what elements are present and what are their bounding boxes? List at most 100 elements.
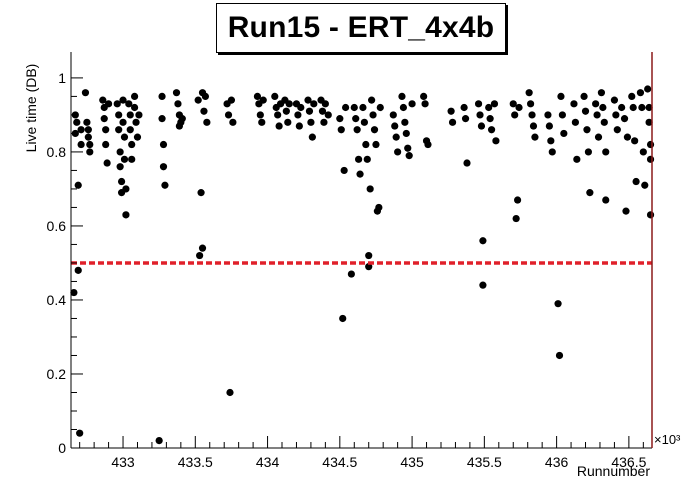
data-point xyxy=(613,126,621,134)
data-point xyxy=(623,133,632,141)
data-point xyxy=(200,107,208,115)
data-point xyxy=(126,111,134,119)
data-point xyxy=(122,211,130,219)
data-point xyxy=(548,148,556,156)
chart-title-box: Run15 - ERT_4x4b xyxy=(216,3,506,53)
data-point xyxy=(545,122,553,130)
data-point xyxy=(555,351,564,360)
data-point xyxy=(391,122,399,130)
data-point xyxy=(557,92,565,101)
data-point xyxy=(336,115,344,123)
data-point xyxy=(597,89,606,97)
data-point xyxy=(99,96,107,104)
x-tick-label: 436 xyxy=(545,454,569,470)
data-point xyxy=(321,100,329,108)
data-point xyxy=(599,103,607,112)
data-point xyxy=(340,166,348,175)
data-point xyxy=(297,103,305,112)
data-point xyxy=(558,111,566,119)
data-point xyxy=(103,159,111,167)
data-point xyxy=(476,111,484,119)
data-point xyxy=(83,118,91,126)
data-point xyxy=(592,100,600,108)
data-point xyxy=(229,118,237,126)
data-point xyxy=(405,152,413,160)
y-tick-label: 0.4 xyxy=(47,292,67,308)
data-point xyxy=(490,100,499,108)
data-point xyxy=(74,181,82,189)
data-point xyxy=(226,388,234,397)
data-point xyxy=(375,203,383,212)
data-point xyxy=(629,103,637,112)
data-point xyxy=(174,100,182,108)
data-point xyxy=(194,96,202,104)
data-point xyxy=(492,137,500,145)
data-point xyxy=(275,122,283,130)
data-point xyxy=(117,177,126,186)
data-point xyxy=(115,126,123,134)
data-point xyxy=(479,281,487,289)
data-point xyxy=(398,92,406,101)
data-point xyxy=(130,103,139,112)
data-point xyxy=(132,118,140,126)
data-point xyxy=(102,126,110,134)
data-point xyxy=(172,89,181,97)
data-point xyxy=(339,314,347,323)
data-point xyxy=(485,103,493,112)
data-point xyxy=(116,163,124,171)
data-point xyxy=(389,111,397,119)
data-point xyxy=(100,115,108,123)
data-point xyxy=(294,111,302,119)
data-point xyxy=(612,111,620,119)
data-points xyxy=(70,85,655,445)
data-point xyxy=(135,111,143,119)
data-point xyxy=(581,107,590,115)
data-point xyxy=(392,133,400,141)
x-tick-label: 436.5 xyxy=(611,454,646,470)
data-point xyxy=(646,140,655,149)
data-point xyxy=(113,100,121,108)
data-point xyxy=(253,92,262,101)
data-point xyxy=(474,100,483,108)
data-point xyxy=(342,103,350,112)
data-point xyxy=(547,137,555,145)
data-point xyxy=(130,92,139,101)
data-point xyxy=(602,148,610,156)
data-point xyxy=(463,159,471,167)
data-point xyxy=(583,126,591,134)
data-point xyxy=(197,189,205,197)
chart-title: Run15 - ERT_4x4b xyxy=(227,11,495,44)
y-tick-label: 0.8 xyxy=(47,144,67,160)
data-point xyxy=(513,196,522,204)
data-point xyxy=(460,103,468,112)
data-point xyxy=(399,103,408,112)
data-point xyxy=(586,189,594,197)
data-point xyxy=(645,118,653,126)
data-point xyxy=(116,148,124,156)
data-point xyxy=(259,96,267,104)
data-point xyxy=(593,111,601,119)
data-point xyxy=(359,103,367,112)
data-point xyxy=(509,100,517,108)
data-point xyxy=(350,103,358,112)
data-point xyxy=(73,118,81,126)
data-point xyxy=(320,118,328,126)
data-point xyxy=(424,140,432,149)
data-point xyxy=(376,103,384,112)
data-point xyxy=(366,185,374,193)
data-point xyxy=(477,122,486,130)
data-point xyxy=(128,155,136,163)
data-point xyxy=(632,177,640,186)
data-point xyxy=(201,92,210,101)
data-point xyxy=(584,148,593,156)
data-point xyxy=(102,140,110,149)
data-point xyxy=(203,118,211,126)
data-point xyxy=(307,118,315,126)
data-point xyxy=(370,126,379,134)
data-point xyxy=(622,207,630,215)
x-tick-label: 435.5 xyxy=(467,454,502,470)
data-point xyxy=(641,181,649,189)
data-point xyxy=(631,137,639,145)
data-point xyxy=(310,100,318,108)
x-tick-label: 434.5 xyxy=(322,454,357,470)
